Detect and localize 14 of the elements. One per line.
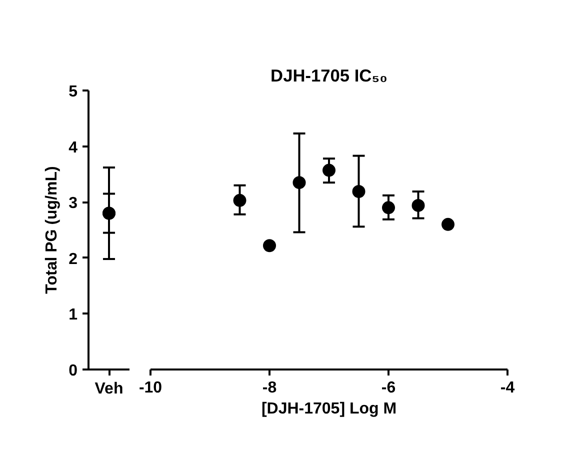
x-tick-label: -8	[262, 380, 277, 396]
chart-title: DJH-1705 IC₅₀	[270, 66, 388, 86]
x-tick-label: -6	[381, 380, 396, 396]
x-axis-title: [DJH-1705] Log M	[261, 400, 397, 418]
x-tick-label: -4	[500, 380, 515, 396]
x-tick-label: Veh	[94, 380, 124, 398]
y-tick-label: 3	[68, 195, 78, 212]
y-tick-label: 1	[68, 306, 78, 324]
y-tick-label: 2	[68, 250, 78, 268]
x-tick-label: -10	[138, 380, 162, 396]
y-tick-label: 4	[68, 139, 78, 156]
y-tick-label: 5	[68, 84, 78, 100]
y-tick-label: 0	[68, 362, 78, 380]
y-axis-title: Total PG (ug/mL)	[44, 166, 61, 294]
